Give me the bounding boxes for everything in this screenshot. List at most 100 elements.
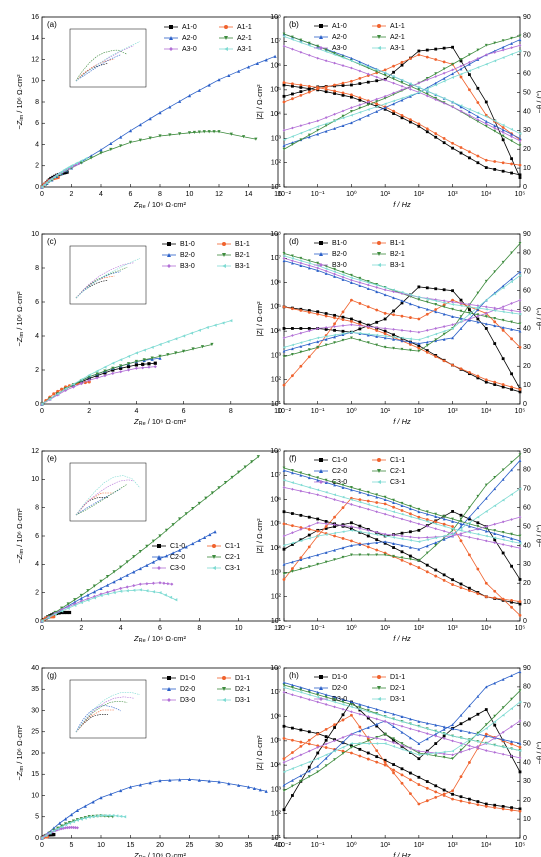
modulus-point-A3-1 bbox=[341, 56, 345, 60]
data-point-A2-1 bbox=[109, 147, 113, 152]
phase-point-A1-0 bbox=[459, 59, 463, 63]
data-point-D2-0 bbox=[252, 786, 256, 791]
modulus-point-D1-1 bbox=[459, 799, 463, 803]
phase-point-C3-0 bbox=[518, 515, 522, 519]
legend-label: D3-0 bbox=[180, 697, 195, 704]
phase-point-A2-1 bbox=[442, 67, 446, 71]
phase-point-D3-1 bbox=[425, 752, 429, 756]
modulus-point-D1-1 bbox=[400, 773, 404, 777]
phase-point-B1-0 bbox=[434, 287, 438, 291]
modulus-point-D3-0 bbox=[375, 717, 379, 721]
data-point-B3-1 bbox=[158, 342, 162, 347]
phase-point-B2-0 bbox=[400, 339, 404, 343]
modulus-point-D1-1 bbox=[366, 757, 370, 761]
modulus-point-C3-1 bbox=[501, 538, 505, 542]
phase-point-C3-1 bbox=[392, 536, 395, 539]
modulus-point-D3-1 bbox=[400, 720, 404, 723]
y-tick-label: 10¹ bbox=[271, 401, 282, 408]
x-tick-label: 10³ bbox=[448, 191, 459, 198]
phase-point-D2-1 bbox=[476, 731, 480, 735]
y-tick-label: 10⁸ bbox=[270, 14, 281, 21]
modulus-point-C3-1 bbox=[442, 524, 446, 528]
modulus-point-D1-1 bbox=[291, 738, 294, 742]
modulus-point-A3-1 bbox=[451, 100, 454, 104]
phase-point-D1-0 bbox=[468, 717, 471, 721]
data-point-B2-1 bbox=[119, 364, 123, 368]
modulus-point-C3-0 bbox=[291, 487, 294, 491]
data-point-C3-0 bbox=[158, 581, 162, 585]
modulus-point-B3-1 bbox=[510, 311, 513, 315]
modulus-point-D2-1 bbox=[366, 709, 370, 712]
data-point-A2-1 bbox=[192, 130, 197, 135]
modulus-point-C3-0 bbox=[501, 543, 505, 546]
modulus-point-D2-0 bbox=[484, 734, 488, 738]
y2-tick-label: 90 bbox=[523, 665, 531, 672]
legend-marker bbox=[157, 555, 161, 559]
modulus-point-A2-1 bbox=[333, 52, 336, 55]
phase-point-D1-1 bbox=[510, 742, 513, 746]
phase-point-D3-1 bbox=[333, 749, 336, 753]
legend-marker bbox=[167, 676, 171, 680]
data-point-D3-1 bbox=[67, 821, 72, 825]
phase-point-A2-0 bbox=[282, 144, 286, 147]
phase-point-B1-1 bbox=[493, 320, 497, 324]
modulus-point-C3-1 bbox=[468, 530, 471, 534]
phase-point-D3-1 bbox=[451, 749, 454, 753]
phase-point-C1-1 bbox=[451, 525, 454, 528]
phase-point-A3-1 bbox=[434, 83, 438, 87]
modulus-point-B3-0 bbox=[484, 305, 488, 309]
data-point-B1-1 bbox=[87, 380, 91, 384]
data-point-B3-1 bbox=[119, 358, 123, 362]
phase-point-B2-0 bbox=[324, 337, 328, 341]
data-point-C2-1 bbox=[92, 584, 97, 588]
x-tick-label: 10⁰ bbox=[346, 407, 357, 415]
phase-point-C3-0 bbox=[358, 527, 362, 530]
modulus-point-D1-0 bbox=[468, 797, 471, 801]
x-axis-label: f / Hz bbox=[393, 634, 411, 643]
data-point-A2-1 bbox=[178, 132, 182, 136]
phase-point-A1-1 bbox=[417, 53, 421, 57]
phase-point-D3-1 bbox=[324, 753, 328, 757]
phase-point-A3-0 bbox=[493, 51, 497, 54]
modulus-point-C2-1 bbox=[434, 512, 438, 516]
y2-tick-label: 70 bbox=[523, 269, 531, 276]
modulus-point-B2-0 bbox=[324, 272, 328, 275]
phase-point-C2-1 bbox=[291, 570, 294, 573]
phase-point-B3-1 bbox=[417, 338, 421, 342]
modulus-point-D3-0 bbox=[417, 729, 421, 733]
y-tick-label: 10⁶ bbox=[270, 279, 281, 286]
phase-point-C2-0 bbox=[501, 477, 505, 481]
data-point-D3-1 bbox=[115, 814, 119, 818]
modulus-point-A1-0 bbox=[341, 93, 345, 97]
phase-point-C3-0 bbox=[341, 524, 345, 528]
phase-point-C2-1 bbox=[493, 476, 497, 479]
y-tick-label: 10³ bbox=[271, 569, 282, 576]
phase-point-A2-0 bbox=[316, 132, 320, 136]
phase-point-C3-1 bbox=[282, 544, 286, 547]
phase-point-B3-0 bbox=[392, 327, 395, 331]
phase-point-A3-0 bbox=[375, 97, 379, 101]
phase-point-B3-1 bbox=[400, 336, 404, 340]
data-point-B1-0 bbox=[126, 365, 131, 369]
phase-point-D3-1 bbox=[358, 742, 362, 745]
data-point-D3-1 bbox=[48, 831, 52, 835]
phase-point-C2-0 bbox=[282, 562, 286, 566]
phase-point-C1-0 bbox=[510, 564, 513, 568]
phase-point-D2-1 bbox=[442, 755, 446, 759]
data-point-D2-0 bbox=[264, 789, 268, 793]
modulus-point-C2-1 bbox=[341, 483, 345, 487]
modulus-point-B1-1 bbox=[333, 316, 336, 320]
phase-point-B3-1 bbox=[375, 333, 379, 337]
x-tick-label: 10⁴ bbox=[481, 408, 492, 415]
modulus-point-A3-0 bbox=[366, 72, 370, 76]
data-point-C2-0 bbox=[138, 566, 142, 571]
modulus-point-A1-0 bbox=[493, 167, 497, 171]
modulus-point-A3-0 bbox=[383, 78, 387, 82]
phase-point-D3-0 bbox=[451, 753, 454, 757]
phase-point-B1-1 bbox=[291, 374, 294, 378]
x-tick-label: 10¹ bbox=[380, 408, 391, 415]
phase-point-A1-0 bbox=[350, 83, 353, 87]
data-point-B3-0 bbox=[141, 366, 145, 370]
phase-point-C2-1 bbox=[434, 544, 438, 547]
legend-label: C1-1 bbox=[225, 543, 240, 550]
